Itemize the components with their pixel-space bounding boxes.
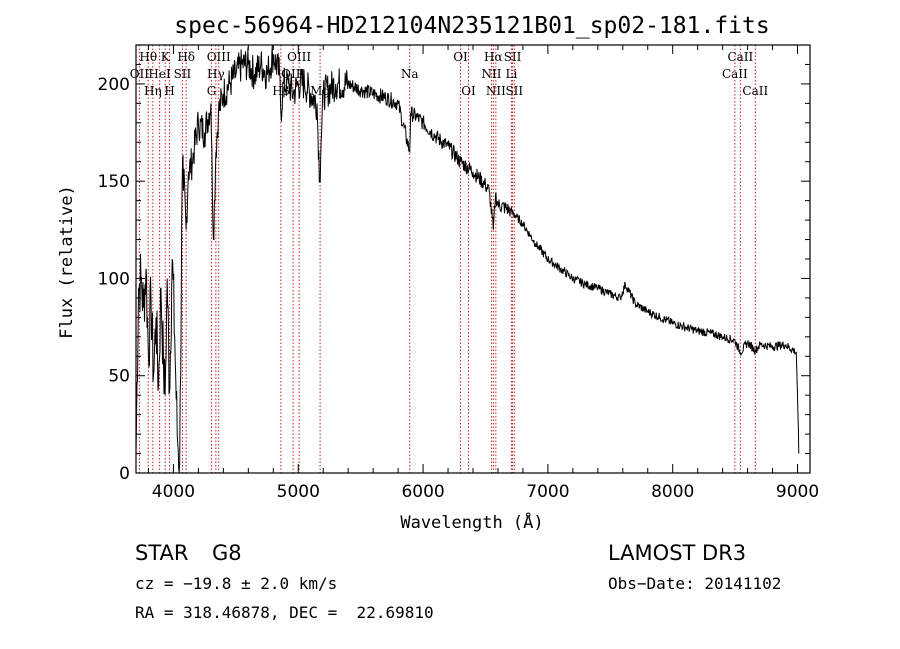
y-axis-label: Flux (relative): [57, 185, 77, 339]
spectral-line-label: CaII: [722, 67, 748, 81]
survey-name: LAMOST DR3: [608, 541, 747, 565]
object-subclass: G8: [212, 541, 242, 565]
y-tick-label: 100: [98, 269, 130, 289]
x-tick-label: 7000: [526, 482, 569, 502]
y-axis: 0 50 100 150 200: [98, 44, 810, 484]
redshift-velocity: cz = −19.8 ± 2.0 km/s: [135, 574, 338, 593]
spectral-line-label: Hβ: [272, 84, 289, 98]
chart-title: spec-56964-HD212104N235121B01_sp02-181.f…: [174, 13, 769, 39]
spectral-line-label: Na: [401, 67, 419, 81]
x-tick-label: 6000: [401, 482, 444, 502]
x-tick-label: 4000: [152, 482, 195, 502]
x-tick-label: 5000: [277, 482, 320, 502]
object-class: STAR: [135, 541, 189, 565]
spectral-line-label: OI: [453, 50, 468, 64]
spectral-line-label: Hγ: [207, 67, 225, 81]
x-axis-label: Wavelength (Å): [400, 511, 543, 533]
coordinates: RA = 318.46878, DEC = 22.69810: [135, 603, 434, 622]
spectral-line-markers: [138, 45, 756, 473]
spectral-line-label: Hδ: [177, 50, 195, 64]
spectral-line-label: HeI: [148, 67, 171, 81]
spectral-line-label: G: [207, 84, 217, 98]
spectral-line-label: Hη: [144, 84, 162, 98]
x-tick-label: 9000: [776, 482, 819, 502]
spectral-line-label: NII: [481, 67, 501, 81]
plot-frame: [135, 44, 811, 474]
spectral-line-label: CaII: [742, 84, 768, 98]
spectral-line-label: OIII: [287, 50, 311, 64]
spectrum-layer: [136, 45, 800, 473]
spectral-line-label: OI: [461, 84, 476, 98]
y-tick-label: 0: [119, 464, 130, 484]
x-tick-label: 8000: [651, 482, 694, 502]
spectral-line-label: SII: [505, 84, 523, 98]
spectral-line-label: OII: [130, 67, 150, 81]
spectral-line-label: NII: [486, 84, 506, 98]
spectral-line-label: SII: [504, 50, 522, 64]
y-tick-label: 50: [108, 367, 130, 387]
spectral-line-label: SII: [174, 67, 192, 81]
spectral-line-label: K: [161, 50, 171, 64]
observation-date: Obs−Date: 20141102: [608, 574, 782, 593]
y-tick-label: 150: [98, 172, 130, 192]
spectral-line-label: H: [164, 84, 174, 98]
y-tick-label: 200: [98, 75, 130, 95]
spectrum-series-line: [136, 45, 800, 473]
spectral-line-label: Hα: [484, 50, 503, 64]
spectral-line-label: CaII: [727, 50, 753, 64]
x-axis: 4000 5000 6000 7000 8000 9000: [147, 45, 819, 502]
spectral-line-label: Li: [506, 67, 518, 81]
spectral-line-label: OIII: [207, 50, 231, 64]
spectral-line-label: Hθ: [139, 50, 157, 64]
